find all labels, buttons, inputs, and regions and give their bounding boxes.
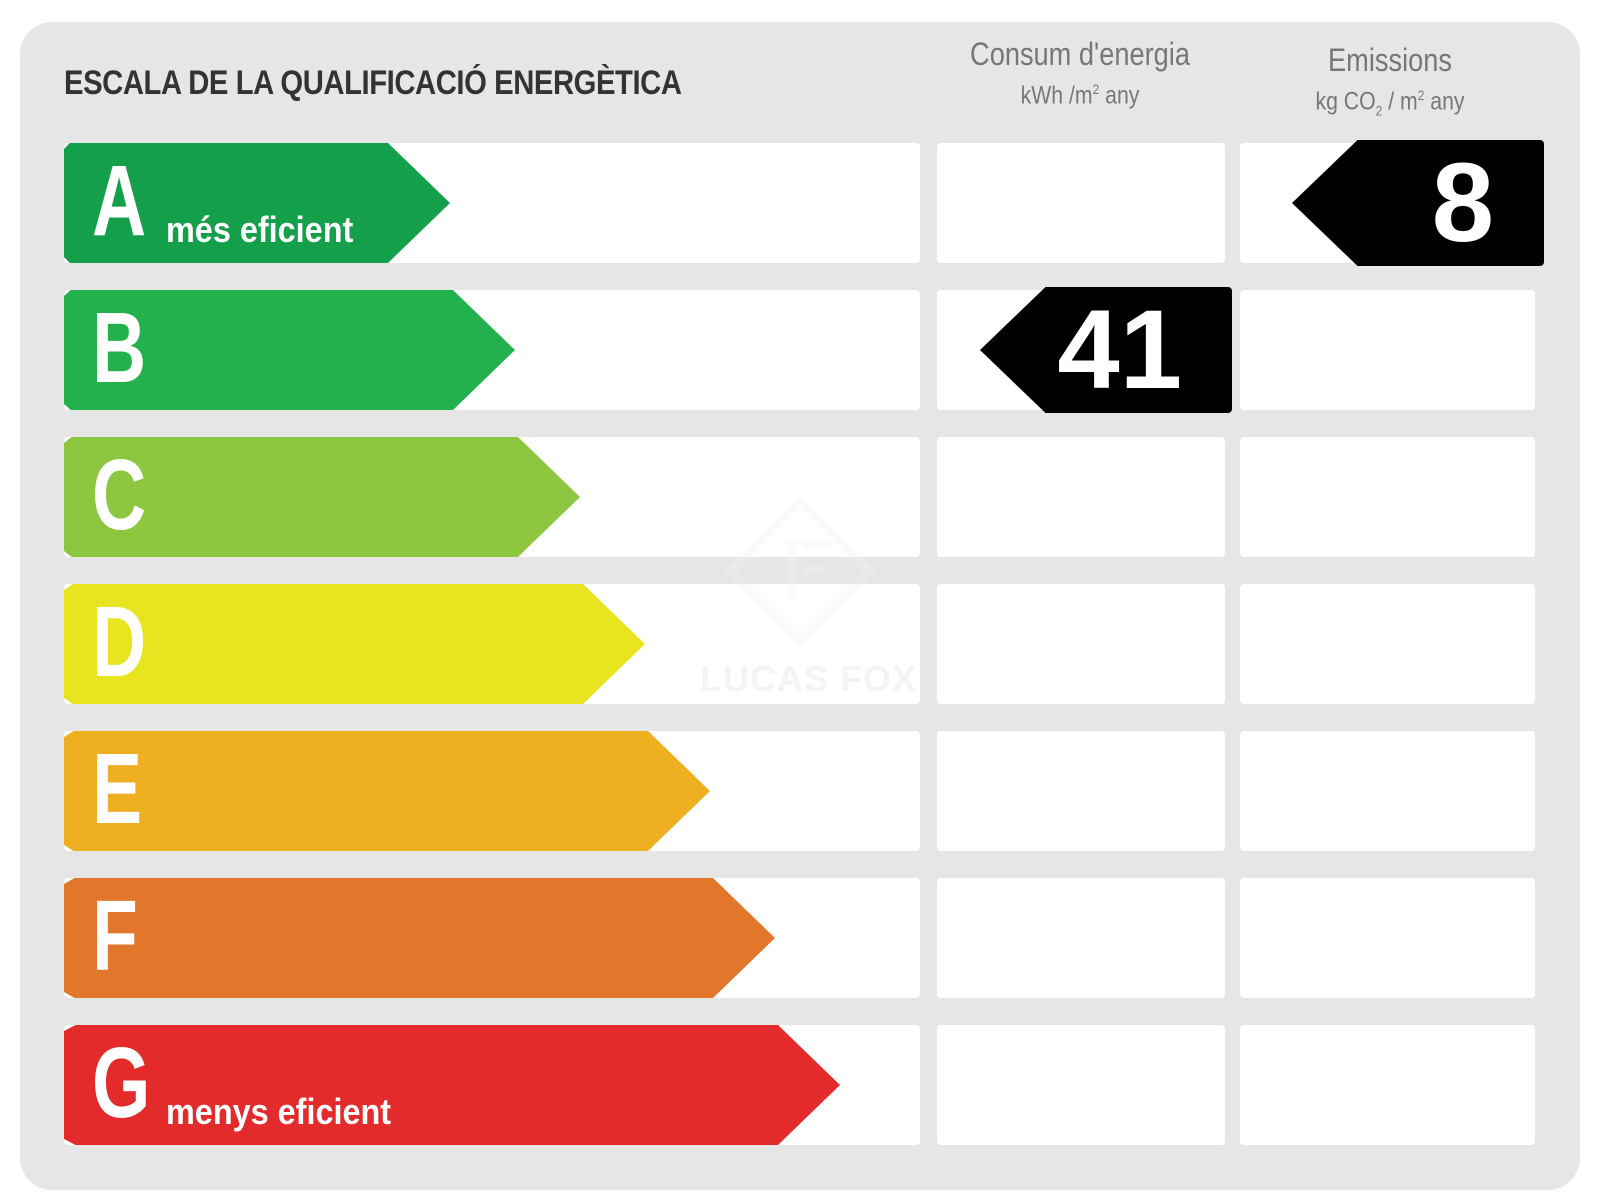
emissions-cell <box>1240 1025 1535 1145</box>
energy-value: 41 <box>1057 287 1182 412</box>
rating-letter: E <box>92 733 143 845</box>
rating-letter: B <box>92 292 147 404</box>
energy-value-marker: 41 <box>980 287 1232 413</box>
emissions-value: 8 <box>1431 140 1494 265</box>
energy-column-unit: kWh /m2 any <box>1020 81 1140 110</box>
rating-arrow-c: C <box>64 437 580 557</box>
rating-label: més eficient <box>166 209 354 250</box>
emissions-cell <box>1240 878 1535 998</box>
chart-title: ESCALA DE LA QUALIFICACIÓ ENERGÈTICA <box>64 64 682 102</box>
emissions-column-header: Emissions kg CO2 / m2 any <box>1263 42 1518 118</box>
emissions-cell <box>1240 584 1535 704</box>
rating-letter: C <box>92 439 147 551</box>
rating-letter: G <box>92 1027 151 1139</box>
energy-column-header: Consum d'energia kWh /m2 any <box>957 36 1204 110</box>
energy-cell <box>937 878 1225 998</box>
rating-arrow-d: D <box>64 584 645 704</box>
energy-cell <box>937 437 1225 557</box>
energy-cell <box>937 731 1225 851</box>
energy-cell <box>937 143 1225 263</box>
rating-arrow-b: B <box>64 290 515 410</box>
rating-label: menys eficient <box>166 1091 392 1132</box>
emissions-column-title: Emissions <box>1328 42 1452 78</box>
rating-letter: A <box>92 145 147 257</box>
emissions-cell <box>1240 290 1535 410</box>
rating-arrow-e: E <box>64 731 710 851</box>
rating-arrow-f: F <box>64 878 775 998</box>
energy-column-title: Consum d'energia <box>970 36 1190 72</box>
emissions-cell <box>1240 437 1535 557</box>
energy-cell <box>937 1025 1225 1145</box>
rating-letter: D <box>92 586 147 698</box>
lucas-fox-logo-watermark <box>725 496 875 646</box>
emissions-cell <box>1240 731 1535 851</box>
energy-cell <box>937 584 1225 704</box>
rating-letter: F <box>92 880 138 992</box>
watermark-text: LUCAS FOX <box>700 658 918 699</box>
emissions-column-unit: kg CO2 / m2 any <box>1315 87 1465 119</box>
